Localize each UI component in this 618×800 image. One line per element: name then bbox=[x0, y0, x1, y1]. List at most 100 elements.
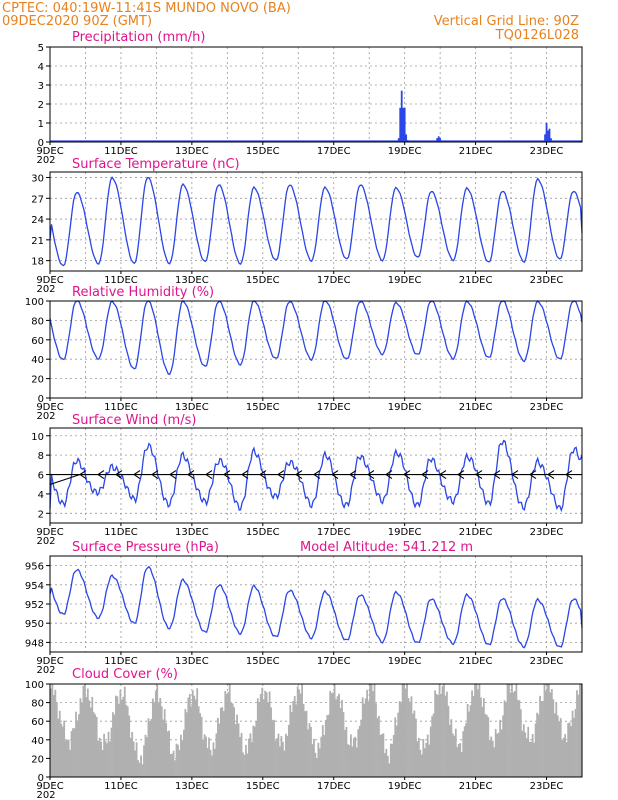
cloud-bar bbox=[317, 742, 320, 777]
cloud-xtick-label: 21DEC bbox=[459, 781, 493, 792]
cloud-bar bbox=[416, 741, 419, 777]
press-xtick-label: 21DEC bbox=[459, 656, 493, 667]
cloud-bar bbox=[188, 694, 191, 777]
cloud-bar bbox=[392, 735, 395, 777]
cloud-bar bbox=[245, 744, 247, 777]
cloud-bar bbox=[397, 712, 400, 777]
cloud-bar bbox=[481, 706, 484, 777]
cloud-bar bbox=[457, 743, 460, 777]
cloud-xtick-label: 15DEC bbox=[246, 781, 280, 792]
cloud-bar bbox=[159, 697, 162, 777]
cloud-bar bbox=[299, 693, 302, 777]
cloud-bar bbox=[76, 720, 79, 777]
cloud-bar bbox=[106, 743, 108, 777]
cloud-bar bbox=[472, 695, 475, 777]
temp-ytick-label: 18 bbox=[31, 257, 44, 268]
rh-xtick-label: 17DEC bbox=[317, 402, 351, 413]
cloud-bar bbox=[50, 688, 52, 777]
cloud-bar bbox=[543, 684, 546, 777]
cloud-bar bbox=[178, 750, 181, 777]
cloud-bar bbox=[576, 690, 578, 777]
cloud-bar bbox=[444, 695, 447, 777]
wind-vector-start bbox=[49, 474, 81, 486]
cloud-bar bbox=[378, 715, 380, 777]
cloud-bar bbox=[199, 713, 202, 777]
cloud-bar bbox=[487, 717, 490, 777]
cloud-bar bbox=[304, 711, 306, 777]
cloud-bar bbox=[468, 711, 470, 777]
cloud-bar bbox=[394, 717, 397, 777]
cloud-bar bbox=[429, 726, 432, 777]
cloud-bar bbox=[131, 731, 134, 777]
cloud-bar bbox=[54, 689, 57, 777]
cloud-bar bbox=[221, 707, 224, 777]
cloud-bar bbox=[143, 745, 145, 777]
cloud-bar bbox=[116, 696, 119, 777]
cloud-bar bbox=[330, 693, 333, 777]
cloud-bar bbox=[349, 734, 352, 777]
cloud-bar bbox=[564, 734, 567, 777]
wind-arrow-head bbox=[313, 470, 321, 479]
precip-bar bbox=[403, 107, 406, 142]
cloud-bar bbox=[308, 723, 311, 777]
precip-bar bbox=[545, 123, 548, 142]
rh-panel: 0 20 40 60 80 100 9DEC 11DEC 13DEC 15DEC 17DEC 19DE… bbox=[25, 297, 583, 422]
cloud-bar bbox=[550, 689, 553, 777]
cloud-bar bbox=[97, 740, 100, 777]
rh-xtick-label: 15DEC bbox=[246, 402, 280, 413]
press-series-line bbox=[49, 565, 583, 649]
cloud-bar bbox=[259, 694, 262, 777]
cloud-bar bbox=[206, 748, 209, 777]
cloud-bar bbox=[154, 690, 157, 777]
cloud-bar bbox=[446, 691, 448, 777]
cloud-bar bbox=[475, 684, 478, 777]
cloud-bar bbox=[174, 760, 176, 777]
cloud-title: Cloud Cover (%) bbox=[72, 667, 178, 682]
wind-arrow-head bbox=[187, 470, 195, 479]
cloud-bar bbox=[462, 731, 465, 777]
cloud-bar bbox=[150, 718, 153, 777]
cloud-year-label: 202 bbox=[36, 790, 55, 800]
cloud-bar bbox=[51, 684, 54, 777]
rh-xtick-label: 9DEC bbox=[36, 402, 63, 413]
wind-ytick-label: 4 bbox=[38, 490, 44, 501]
rh-ytick-label: 20 bbox=[31, 375, 44, 386]
cloud-bar bbox=[326, 715, 329, 777]
precip-xtick-label: 17DEC bbox=[317, 146, 351, 157]
cloud-bar bbox=[539, 695, 541, 777]
press-panel: 948 950 952 954 956 9DEC 11DEC 13DEC 15DEC 17DEC 1… bbox=[25, 555, 583, 676]
cloud-bar bbox=[438, 684, 441, 777]
temp-xtick-label: 23DEC bbox=[530, 275, 564, 286]
cloud-bar bbox=[156, 685, 159, 777]
cloud-bar bbox=[373, 684, 376, 777]
cloud-bar bbox=[284, 733, 287, 777]
cloud-bar bbox=[180, 734, 182, 777]
precip-bar bbox=[405, 134, 408, 142]
cloud-bar bbox=[518, 700, 521, 777]
precip-bar bbox=[397, 138, 400, 142]
cloud-bar bbox=[67, 739, 70, 777]
cloud-bar bbox=[341, 699, 343, 777]
wind-ytick-label: 10 bbox=[31, 432, 44, 443]
cloud-bar bbox=[459, 743, 462, 777]
cloud-bar bbox=[66, 739, 69, 777]
cloud-bar bbox=[465, 723, 468, 777]
precip-bar bbox=[406, 140, 409, 142]
cloud-bar bbox=[202, 739, 204, 777]
cloud-bar bbox=[273, 719, 275, 777]
cloud-ytick-label: 60 bbox=[31, 717, 44, 728]
cloud-bar bbox=[497, 732, 500, 777]
cloud-bar bbox=[75, 711, 77, 777]
press-ytick-label: 952 bbox=[25, 600, 44, 611]
cloud-bar bbox=[516, 699, 519, 777]
wind-arrow-head bbox=[511, 470, 519, 479]
cloud-bar bbox=[474, 684, 476, 777]
cloud-bar bbox=[122, 696, 125, 777]
cloud-bar bbox=[332, 692, 335, 777]
temp-ytick-label: 27 bbox=[31, 194, 44, 205]
cloud-bar bbox=[336, 696, 339, 777]
cloud-bar bbox=[491, 740, 494, 777]
wind-xtick-label: 9DEC bbox=[36, 527, 63, 538]
cloud-bar bbox=[323, 735, 326, 777]
cloud-bar bbox=[89, 707, 92, 777]
